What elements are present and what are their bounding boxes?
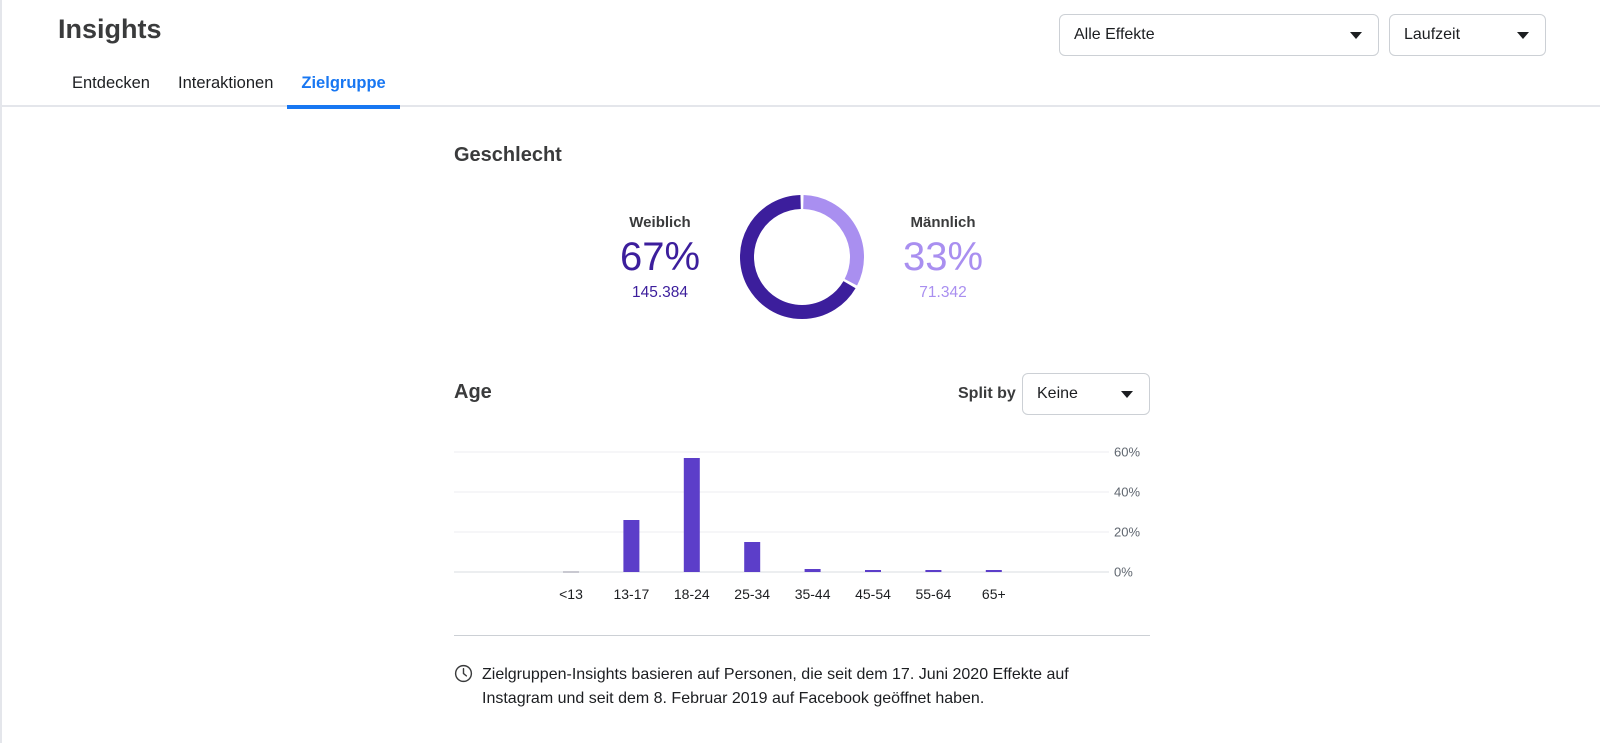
female-percent: 67% — [619, 235, 701, 279]
donut-slice-male — [802, 195, 864, 286]
effects-dropdown[interactable]: Alle Effekte — [1059, 14, 1379, 56]
tab-bar: Entdecken Interaktionen Zielgruppe — [58, 62, 401, 109]
y-tick-label: 40% — [1114, 485, 1140, 500]
split-by-dropdown-value: Keine — [1037, 385, 1078, 402]
age-bar-<13 — [563, 571, 579, 573]
left-border — [0, 0, 2, 743]
clock-icon — [454, 664, 473, 683]
x-tick-label: <13 — [559, 586, 583, 602]
age-bar-65+ — [985, 570, 1002, 572]
age-bar-55-64 — [925, 570, 942, 572]
caret-down-icon — [1121, 391, 1133, 398]
gender-section-title: Geschlecht — [454, 144, 562, 166]
y-tick-label: 0% — [1114, 565, 1133, 580]
donut-slice-female — [740, 195, 856, 319]
page-header: Insights Entdecken Interaktionen Zielgru… — [0, 0, 1600, 109]
male-count: 71.342 — [919, 284, 967, 301]
female-label: Weiblich — [629, 214, 691, 231]
male-percent: 33% — [902, 235, 984, 279]
split-by-dropdown[interactable]: Keine — [1022, 373, 1150, 415]
age-bar-35-44 — [804, 569, 821, 572]
x-tick-label: 18-24 — [674, 586, 710, 602]
time-range-dropdown-value: Laufzeit — [1404, 26, 1461, 43]
gender-donut-chart — [740, 195, 864, 319]
x-tick-label: 55-64 — [915, 586, 951, 602]
tab-zielgruppe[interactable]: Zielgruppe — [287, 62, 401, 109]
page-title: Insights — [58, 14, 162, 44]
effects-dropdown-value: Alle Effekte — [1074, 26, 1155, 43]
age-bar-45-54 — [865, 570, 881, 572]
age-bar-18-24 — [683, 458, 700, 572]
caret-down-icon — [1350, 32, 1362, 39]
age-section-title: Age — [454, 381, 492, 403]
tab-entdecken[interactable]: Entdecken — [72, 74, 150, 92]
y-tick-label: 20% — [1114, 525, 1140, 540]
x-tick-label: 35-44 — [795, 586, 831, 602]
caret-down-icon — [1517, 32, 1529, 39]
y-tick-label: 60% — [1114, 445, 1140, 460]
divider — [454, 635, 1150, 636]
age-bar-chart: 60% 40% 20% 0% <13 13-17 18-24 25-34 35-44 45-54 5… — [454, 445, 1140, 602]
time-range-dropdown[interactable]: Laufzeit — [1389, 14, 1546, 56]
tab-interaktionen[interactable]: Interaktionen — [177, 74, 274, 92]
x-tick-label: 13-17 — [613, 586, 649, 602]
age-bar-25-34 — [744, 542, 761, 572]
split-by-label: Split by — [958, 385, 1016, 402]
age-bar-13-17 — [623, 520, 640, 572]
x-tick-label: 45-54 — [855, 586, 891, 602]
x-tick-label: 65+ — [982, 586, 1006, 602]
male-label: Männlich — [910, 214, 976, 231]
female-count: 145.384 — [631, 284, 689, 301]
footnote-text: Zielgruppen-Insights basieren auf Person… — [482, 666, 1069, 707]
x-tick-label: 25-34 — [734, 586, 770, 602]
